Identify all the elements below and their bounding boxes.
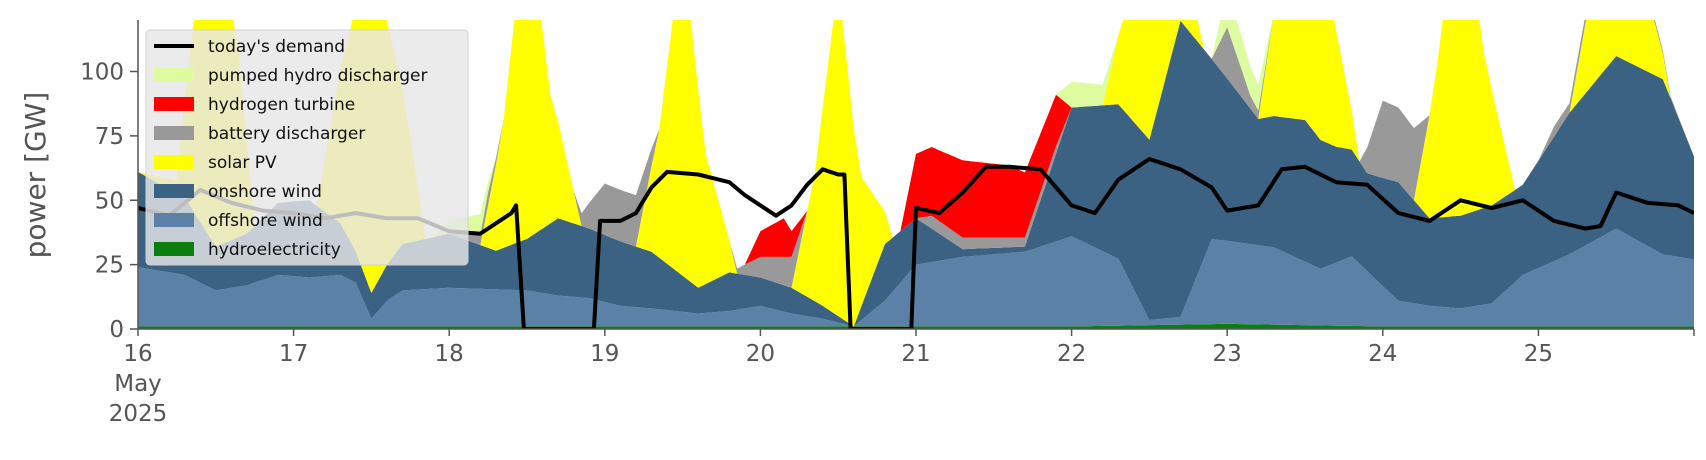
legend-swatch <box>154 213 194 227</box>
x-tick-label: 25 <box>1524 341 1553 367</box>
x-tick-label: 23 <box>1213 341 1242 367</box>
offshore-area <box>138 228 1694 327</box>
x-tick-label: 2025 <box>109 401 168 427</box>
legend-label: solar PV <box>208 153 277 173</box>
legend-label: hydrogen turbine <box>208 95 355 115</box>
y-tick-label: 50 <box>95 188 124 214</box>
legend-label: hydroelectricity <box>208 240 341 260</box>
legend-label: onshore wind <box>208 182 322 202</box>
legend: today's demand pumped hydro discharger hyd… <box>145 29 469 266</box>
y-tick-label: 75 <box>95 124 124 150</box>
x-tick-label: 16 <box>123 341 152 367</box>
plot-area <box>138 20 1694 329</box>
x-tick-label: 18 <box>435 341 464 367</box>
legend-swatch <box>154 184 194 198</box>
x-tick-label: 17 <box>279 341 308 367</box>
legend-swatch <box>154 126 194 140</box>
legend-box <box>145 29 469 266</box>
x-tick-label: May <box>114 371 162 397</box>
legend-swatch <box>154 97 194 111</box>
onshore-area <box>138 20 1694 327</box>
y-axis: power [GW] 0 25 50 75 100 <box>19 20 139 343</box>
y-tick-label: 0 <box>109 317 124 343</box>
solar-area <box>138 20 1694 327</box>
y-tick-label: 25 <box>95 253 124 279</box>
x-axis: 16 May 2025 17 18 19 20 21 22 23 24 25 <box>109 328 1695 427</box>
legend-label: pumped hydro discharger <box>208 66 427 86</box>
x-tick-label: 20 <box>746 341 775 367</box>
x-tick-label: 22 <box>1057 341 1086 367</box>
x-tick-label: 19 <box>590 341 619 367</box>
y-axis-title: power [GW] <box>19 92 52 259</box>
legend-swatch <box>154 68 194 82</box>
stacked-areas <box>138 20 1694 329</box>
legend-label: battery discharger <box>208 124 365 144</box>
legend-label: offshore wind <box>208 211 323 231</box>
x-tick-label: 21 <box>901 341 930 367</box>
legend-swatch <box>154 242 194 256</box>
battery-area <box>138 20 1694 288</box>
legend-swatch <box>154 155 194 169</box>
legend-label: today's demand <box>208 37 345 57</box>
x-tick-label: 24 <box>1368 341 1397 367</box>
y-tick-label: 100 <box>80 60 124 86</box>
